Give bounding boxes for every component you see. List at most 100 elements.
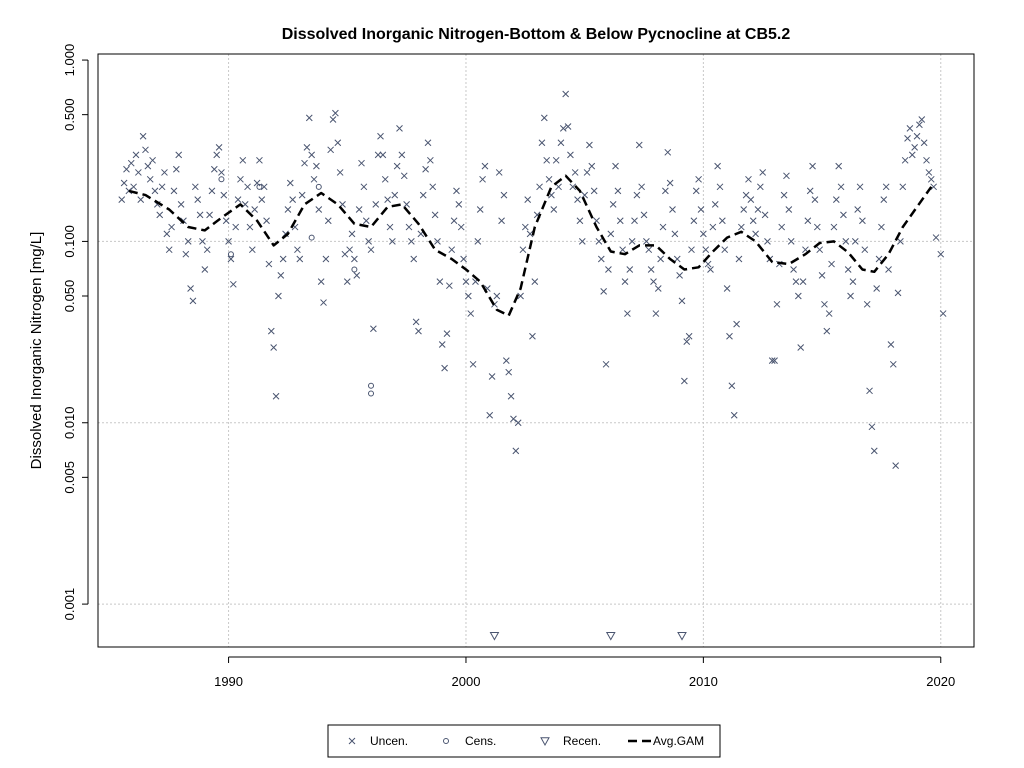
uncensored-point xyxy=(139,132,147,140)
uncensored-point xyxy=(813,223,821,231)
uncensored-point xyxy=(638,183,645,191)
uncensored-point xyxy=(194,196,202,203)
uncensored-point xyxy=(355,206,363,213)
y-tick-label: 0.500 xyxy=(62,98,77,131)
uncensored-point xyxy=(220,191,228,199)
uncensored-point xyxy=(880,196,888,203)
uncensored-point xyxy=(120,179,128,187)
uncensored-point xyxy=(552,156,560,164)
uncensored-point xyxy=(493,292,501,300)
censored-point xyxy=(256,183,263,190)
uncensored-point xyxy=(239,156,247,164)
uncensored-point xyxy=(156,211,164,219)
uncensored-point xyxy=(545,175,553,183)
uncensored-point xyxy=(657,255,664,263)
uncensored-point xyxy=(719,217,726,225)
uncensored-point xyxy=(787,238,795,245)
uncensored-point xyxy=(721,246,729,254)
uncensored-point xyxy=(348,230,356,238)
uncensored-point xyxy=(643,238,650,245)
uncensored-point xyxy=(127,159,135,167)
uncensored-point xyxy=(241,201,249,208)
uncensored-point xyxy=(842,238,850,245)
uncensored-point xyxy=(856,183,864,191)
uncensored-point xyxy=(507,392,515,400)
uncensored-point xyxy=(600,288,608,295)
uncensored-point xyxy=(823,327,831,335)
uncensored-point xyxy=(581,191,589,199)
uncensored-point xyxy=(334,139,342,147)
uncensored-point xyxy=(389,238,396,245)
legend-label: Recen. xyxy=(563,734,601,748)
censored-point xyxy=(368,382,375,389)
uncensored-point xyxy=(161,169,168,176)
uncensored-point xyxy=(595,238,603,245)
chart-title: Dissolved Inorganic Nitrogen-Bottom & Be… xyxy=(282,26,791,43)
uncensored-point xyxy=(624,310,631,317)
uncensored-point xyxy=(210,165,218,173)
y-tick-label: 0.100 xyxy=(62,225,77,258)
uncensored-point xyxy=(918,116,926,123)
uncensored-point xyxy=(911,144,919,151)
recensored-point xyxy=(540,737,550,747)
uncensored-point xyxy=(384,196,391,203)
uncensored-point xyxy=(510,415,517,423)
uncensored-point xyxy=(794,292,802,300)
uncensored-point xyxy=(495,169,503,176)
uncensored-point xyxy=(756,183,764,191)
uncensored-point xyxy=(752,230,759,238)
uncensored-point xyxy=(163,230,171,238)
uncensored-point xyxy=(913,132,921,140)
uncensored-point xyxy=(799,278,807,285)
uncensored-point xyxy=(628,238,636,245)
uncensored-point xyxy=(512,447,520,455)
uncensored-point xyxy=(559,125,567,132)
uncensored-point xyxy=(253,179,261,187)
uncensored-point xyxy=(932,234,940,241)
uncensored-point xyxy=(562,90,570,98)
recensored-point xyxy=(605,631,616,641)
uncensored-point xyxy=(650,278,657,285)
y-tick-label: 1.000 xyxy=(62,44,77,77)
uncensored-point xyxy=(479,175,486,183)
uncensored-point xyxy=(313,162,320,170)
uncensored-point xyxy=(714,162,721,170)
uncensored-point xyxy=(904,135,911,142)
uncensored-point xyxy=(408,238,415,245)
uncensored-point xyxy=(453,187,460,195)
uncensored-point xyxy=(773,300,781,308)
uncensored-point xyxy=(424,139,432,147)
uncensored-point xyxy=(597,255,605,263)
uncensored-point xyxy=(740,206,748,213)
uncensored-point xyxy=(393,162,401,170)
uncensored-point xyxy=(735,255,743,263)
uncensored-point xyxy=(310,175,318,183)
uncensored-point xyxy=(514,419,522,427)
recensored-point xyxy=(489,631,500,641)
uncensored-point xyxy=(531,278,539,285)
uncensored-point xyxy=(248,246,256,254)
uncensored-point xyxy=(365,238,372,245)
uncensored-point xyxy=(327,146,335,154)
gam-curve xyxy=(128,174,933,317)
uncensored-point xyxy=(678,297,686,305)
uncensored-point xyxy=(816,246,824,254)
uncensored-point xyxy=(320,299,327,306)
uncensored-point xyxy=(272,392,280,400)
uncensored-point xyxy=(555,183,562,191)
uncensored-point xyxy=(875,255,883,263)
uncensored-point xyxy=(301,159,308,167)
uncensored-point xyxy=(673,255,681,263)
uncensored-point xyxy=(811,196,819,203)
uncensored-point xyxy=(676,271,683,279)
uncensored-point xyxy=(298,191,306,199)
uncensored-point xyxy=(118,196,126,203)
uncensored-point xyxy=(737,223,745,231)
uncensored-point xyxy=(289,196,297,203)
uncensored-point xyxy=(894,289,902,297)
censored-point xyxy=(443,738,449,744)
uncensored-point xyxy=(652,310,660,317)
uncensored-point xyxy=(863,300,871,308)
uncensored-point xyxy=(158,183,166,191)
uncensored-point xyxy=(602,360,610,368)
